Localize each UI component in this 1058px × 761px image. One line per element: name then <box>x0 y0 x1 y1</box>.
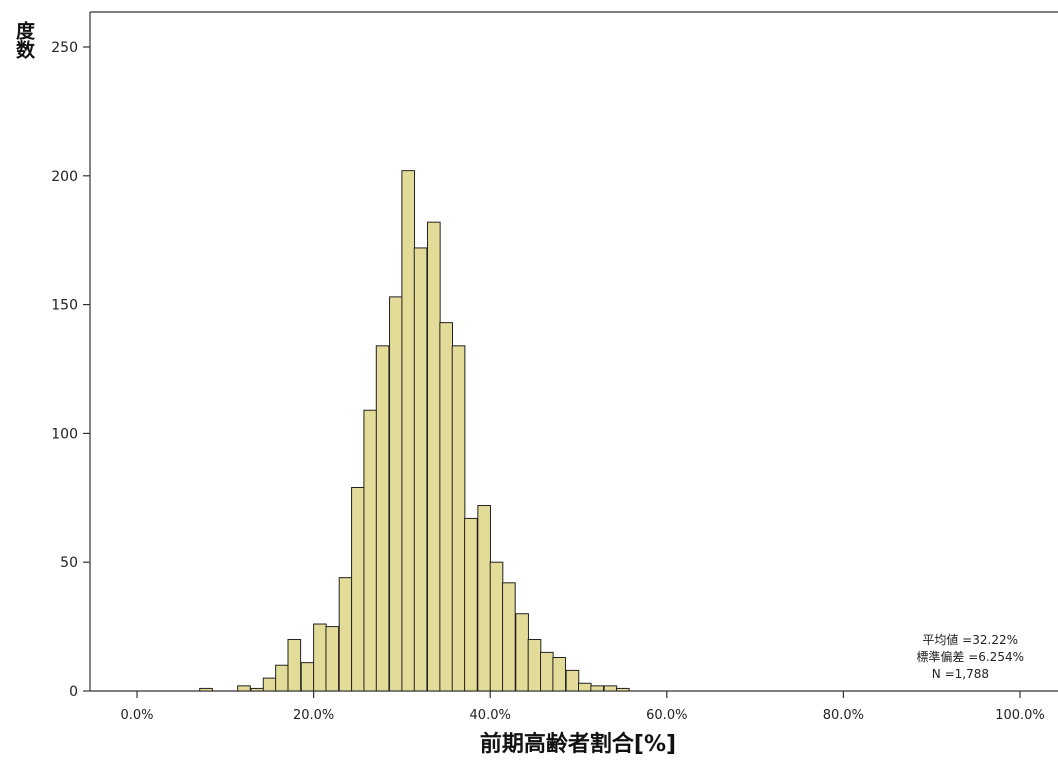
x-axis-title: 前期高齢者割合[%] <box>480 731 676 757</box>
y-tick-label: 100 <box>51 426 78 442</box>
histogram-bar <box>389 296 403 692</box>
histogram-bar <box>515 613 529 692</box>
histogram-bar <box>199 687 213 692</box>
histogram-bar <box>565 669 580 692</box>
x-tick-label: 0.0% <box>120 708 153 723</box>
histogram-bar <box>300 662 315 692</box>
histogram-bar <box>527 638 542 692</box>
x-tick-label: 60.0% <box>646 708 687 723</box>
y-tick-label: 150 <box>51 298 78 314</box>
stats-n: N =1,788 <box>932 667 989 681</box>
x-tick-label: 80.0% <box>823 708 864 723</box>
x-tick-label: 40.0% <box>470 708 511 723</box>
histogram-bar <box>615 687 630 692</box>
histogram-bar <box>502 582 516 692</box>
histogram-bar <box>427 221 441 692</box>
y-tick-label: 250 <box>51 40 78 56</box>
histogram-bar <box>603 685 618 692</box>
histogram-bar <box>489 561 504 692</box>
bars-group <box>199 170 630 692</box>
histogram-bar <box>451 345 466 692</box>
histogram-bar <box>275 664 289 692</box>
histogram-bar <box>250 687 265 692</box>
x-tick-label: 20.0% <box>293 708 334 723</box>
y-ticks-group: 0 50 100 150 200 250 <box>51 40 90 700</box>
histogram-bar <box>313 623 327 692</box>
histogram-bar <box>375 345 390 692</box>
histogram-bar <box>578 682 592 692</box>
histogram-bar <box>401 170 416 692</box>
y-axis-title: 度数 <box>13 20 35 60</box>
x-ticks-group: 0.0% 20.0% 40.0% 60.0% 80.0% 100.0% <box>120 691 1045 723</box>
histogram-bar <box>363 409 378 692</box>
histogram-bar <box>262 677 277 692</box>
histogram-bar <box>464 517 478 692</box>
histogram-bar <box>477 505 491 692</box>
histogram-bar <box>540 651 554 692</box>
histogram-bar <box>439 322 453 692</box>
x-tick-label: 100.0% <box>995 708 1045 723</box>
y-tick-label: 200 <box>51 169 78 185</box>
histogram-bar <box>351 487 365 692</box>
stats-mean: 平均値 =32.22% <box>922 632 1018 647</box>
y-tick-label: 0 <box>69 684 78 700</box>
histogram-bar <box>552 657 567 692</box>
histogram-bar <box>237 685 251 692</box>
histogram-bar <box>590 685 604 692</box>
histogram-bar <box>325 626 340 692</box>
histogram-bar <box>413 247 428 692</box>
stats-sd: 標準偏差 =6.254% <box>916 649 1024 664</box>
y-tick-label: 50 <box>60 555 78 571</box>
histogram-bar <box>287 638 302 692</box>
histogram-bar <box>338 577 353 692</box>
